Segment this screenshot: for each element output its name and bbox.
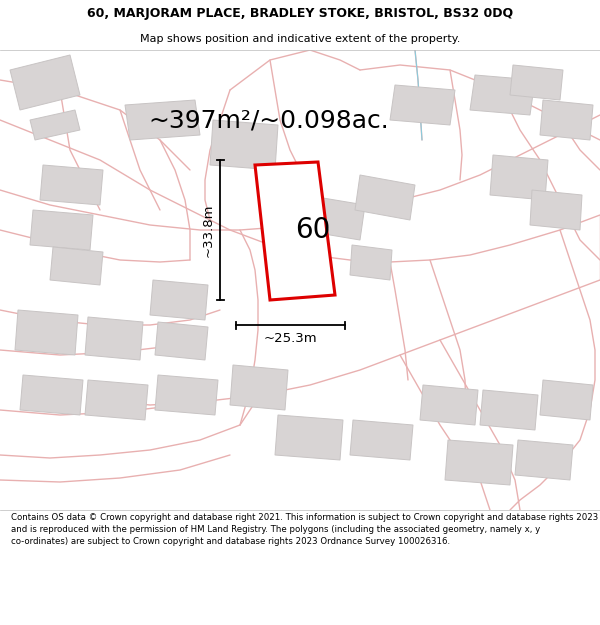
Text: ~33.8m: ~33.8m (202, 203, 215, 257)
Text: Map shows position and indicative extent of the property.: Map shows position and indicative extent… (140, 34, 460, 44)
Polygon shape (30, 110, 80, 140)
Text: ~25.3m: ~25.3m (263, 332, 317, 346)
Polygon shape (50, 247, 103, 285)
Polygon shape (255, 162, 335, 300)
Polygon shape (155, 375, 218, 415)
Text: 60: 60 (295, 216, 330, 244)
Polygon shape (40, 165, 103, 205)
Polygon shape (350, 420, 413, 460)
Polygon shape (30, 210, 93, 250)
Polygon shape (85, 380, 148, 420)
Polygon shape (390, 85, 455, 125)
Polygon shape (350, 245, 392, 280)
Polygon shape (20, 375, 83, 415)
Polygon shape (155, 322, 208, 360)
Polygon shape (355, 175, 415, 220)
Polygon shape (10, 55, 80, 110)
Polygon shape (125, 100, 200, 140)
Polygon shape (230, 365, 288, 410)
Text: 60, MARJORAM PLACE, BRADLEY STOKE, BRISTOL, BS32 0DQ: 60, MARJORAM PLACE, BRADLEY STOKE, BRIST… (87, 8, 513, 21)
Polygon shape (480, 390, 538, 430)
Polygon shape (515, 440, 573, 480)
Polygon shape (540, 100, 593, 140)
Polygon shape (210, 120, 278, 170)
Polygon shape (470, 75, 535, 115)
Polygon shape (510, 65, 563, 100)
Polygon shape (15, 310, 78, 355)
Polygon shape (150, 280, 208, 320)
Text: Contains OS data © Crown copyright and database right 2021. This information is : Contains OS data © Crown copyright and d… (11, 514, 598, 546)
Polygon shape (300, 195, 365, 240)
Text: ~397m²/~0.098ac.: ~397m²/~0.098ac. (148, 108, 389, 132)
Polygon shape (420, 385, 478, 425)
Polygon shape (530, 190, 582, 230)
Polygon shape (490, 155, 548, 200)
Polygon shape (85, 317, 143, 360)
Polygon shape (275, 415, 343, 460)
Polygon shape (445, 440, 513, 485)
Polygon shape (540, 380, 593, 420)
